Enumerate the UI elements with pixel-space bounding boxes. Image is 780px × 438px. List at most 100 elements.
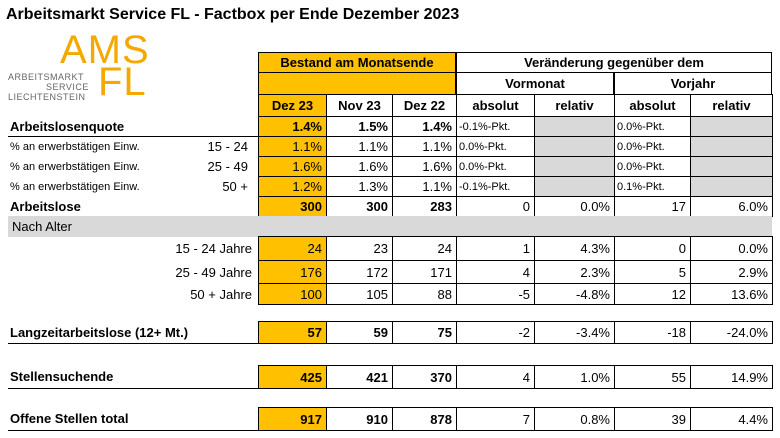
value-cell: 1.6% bbox=[326, 156, 393, 177]
value-cell: 0.0%-Pkt. bbox=[614, 136, 691, 157]
logo-sub: FL bbox=[98, 60, 147, 104]
value-cell: 0.0%-Pkt. bbox=[614, 116, 691, 137]
value-cell: 0.1%-Pkt. bbox=[614, 176, 691, 197]
value-cell: 1.6% bbox=[392, 156, 457, 177]
value-cell: 1 bbox=[456, 236, 535, 261]
value-cell: 878 bbox=[392, 407, 457, 431]
row-label: 25 - 49 Jahre bbox=[175, 264, 252, 280]
value-cell: 0.0% bbox=[690, 236, 773, 261]
row-sublabel: 25 - 49 bbox=[207, 159, 248, 174]
value-cell: 370 bbox=[392, 365, 457, 389]
value-cell: 0.0%-Pkt. bbox=[456, 156, 535, 177]
header-group: Bestand am Monatsende bbox=[258, 52, 456, 73]
row-label: Arbeitslose bbox=[8, 196, 258, 217]
column-header: absolut bbox=[456, 94, 535, 117]
header-sub: Vorjahr bbox=[614, 72, 772, 95]
column-header: relativ bbox=[534, 94, 615, 117]
value-cell: -0.1%-Pkt. bbox=[456, 176, 535, 197]
empty-cell bbox=[690, 176, 773, 197]
value-cell: 1.4% bbox=[258, 116, 327, 137]
value-cell: 24 bbox=[258, 236, 327, 261]
value-cell: -5 bbox=[456, 283, 535, 305]
value-cell: 1.6% bbox=[258, 156, 327, 177]
header-group: Veränderung gegenüber dem bbox=[456, 52, 772, 73]
value-cell: 0.8% bbox=[534, 407, 615, 431]
value-cell: 283 bbox=[392, 196, 457, 217]
value-cell: 425 bbox=[258, 365, 327, 389]
value-cell: 171 bbox=[392, 260, 457, 284]
column-header: Nov 23 bbox=[326, 94, 393, 117]
page-title: Arbeitsmarkt Service FL - Factbox per En… bbox=[6, 6, 460, 23]
header-fill bbox=[258, 72, 456, 95]
value-cell: 12 bbox=[614, 283, 691, 305]
value-cell: 55 bbox=[614, 365, 691, 389]
row-label: Offene Stellen total bbox=[8, 407, 258, 431]
value-cell: 0.0%-Pkt. bbox=[614, 156, 691, 177]
row-label: Langzeitarbeitslose (12+ Mt.) bbox=[8, 321, 258, 344]
logo-line: SERVICE bbox=[46, 82, 89, 92]
empty-cell bbox=[690, 136, 773, 157]
value-cell: 4 bbox=[456, 365, 535, 389]
row-label: % an erwerbstätigen Einw. bbox=[10, 140, 140, 153]
value-cell: 24 bbox=[392, 236, 457, 261]
value-cell: -24.0% bbox=[690, 321, 773, 344]
logo-line: LIECHTENSTEIN bbox=[8, 92, 86, 102]
value-cell: 23 bbox=[326, 236, 393, 261]
row-label: % an erwerbstätigen Einw. bbox=[10, 180, 140, 193]
value-cell: 2.9% bbox=[690, 260, 773, 284]
row-label: 50 + Jahre bbox=[190, 286, 252, 302]
empty-cell bbox=[534, 136, 615, 157]
column-header: relativ bbox=[690, 94, 773, 117]
empty-cell bbox=[534, 176, 615, 197]
header-sub: Vormonat bbox=[456, 72, 614, 95]
value-cell: 300 bbox=[326, 196, 393, 217]
value-cell: 4.4% bbox=[690, 407, 773, 431]
empty-cell bbox=[690, 116, 773, 137]
row-label: 15 - 24 Jahre bbox=[175, 241, 252, 256]
value-cell: 5 bbox=[614, 260, 691, 284]
empty-cell bbox=[534, 156, 615, 177]
logo-main: AMS bbox=[60, 28, 150, 72]
value-cell: -2 bbox=[456, 321, 535, 344]
value-cell: 14.9% bbox=[690, 365, 773, 389]
column-header: absolut bbox=[614, 94, 691, 117]
value-cell: 176 bbox=[258, 260, 327, 284]
empty-cell bbox=[690, 156, 773, 177]
value-cell: 917 bbox=[258, 407, 327, 431]
column-header: Dez 22 bbox=[392, 94, 457, 117]
value-cell: 172 bbox=[326, 260, 393, 284]
value-cell: 1.3% bbox=[326, 176, 393, 197]
row-sublabel: 50 + bbox=[222, 179, 248, 194]
value-cell: 1.0% bbox=[534, 365, 615, 389]
value-cell: 100 bbox=[258, 283, 327, 305]
empty-cell bbox=[534, 116, 615, 137]
value-cell: 1.1% bbox=[392, 136, 457, 157]
value-cell: 4.3% bbox=[534, 236, 615, 261]
value-cell: 13.6% bbox=[690, 283, 773, 305]
value-cell: 0.0%-Pkt. bbox=[456, 136, 535, 157]
value-cell: 88 bbox=[392, 283, 457, 305]
value-cell: 6.0% bbox=[690, 196, 773, 217]
value-cell: 1.5% bbox=[326, 116, 393, 137]
value-cell: 59 bbox=[326, 321, 393, 344]
value-cell: 1.2% bbox=[258, 176, 327, 197]
value-cell: 75 bbox=[392, 321, 457, 344]
value-cell: -0.1%-Pkt. bbox=[456, 116, 535, 137]
row-label: % an erwerbstätigen Einw. bbox=[10, 160, 140, 173]
value-cell: 105 bbox=[326, 283, 393, 305]
value-cell: 1.4% bbox=[392, 116, 457, 137]
row-label: Stellensuchende bbox=[8, 365, 258, 389]
logo-line: ARBEITSMARKT bbox=[8, 72, 85, 82]
value-cell: 0 bbox=[456, 196, 535, 217]
value-cell: 57 bbox=[258, 321, 327, 344]
value-cell: 1.1% bbox=[392, 176, 457, 197]
value-cell: 7 bbox=[456, 407, 535, 431]
row-sublabel: 15 - 24 bbox=[207, 139, 248, 154]
value-cell: 1.1% bbox=[326, 136, 393, 157]
value-cell: -4.8% bbox=[534, 283, 615, 305]
value-cell: 300 bbox=[258, 196, 327, 217]
value-cell: 17 bbox=[614, 196, 691, 217]
value-cell: 910 bbox=[326, 407, 393, 431]
value-cell: 2.3% bbox=[534, 260, 615, 284]
